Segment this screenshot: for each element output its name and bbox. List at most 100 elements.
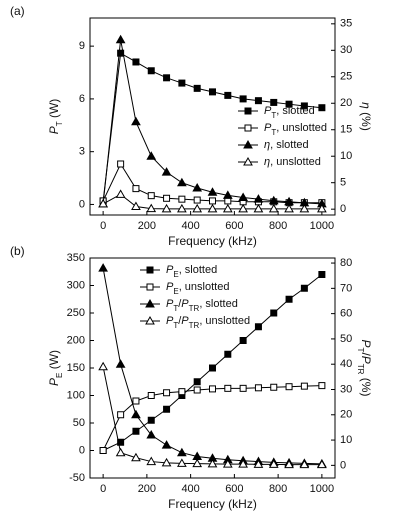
- y-axis-label: PT (W): [47, 99, 63, 135]
- data-point: [98, 198, 108, 208]
- text-part: , slotted: [270, 139, 309, 151]
- data-point: [161, 440, 172, 449]
- data-point: [224, 350, 232, 358]
- text-part: P: [47, 378, 61, 386]
- data-point: [270, 383, 278, 391]
- text-part: P: [359, 340, 373, 348]
- data-point: [300, 382, 308, 390]
- data-point: [209, 364, 216, 372]
- data-point: [147, 67, 155, 75]
- y2-tick-label: 30: [340, 383, 352, 395]
- data-point: [178, 388, 186, 396]
- data-point: [238, 203, 248, 213]
- data-point: [239, 337, 247, 344]
- data-point: [161, 203, 172, 213]
- text-part: T: [173, 304, 178, 313]
- data-point: [192, 182, 203, 192]
- legend-marker: [145, 298, 155, 308]
- data-point: [318, 382, 326, 390]
- y2-tick-label: 15: [340, 124, 352, 136]
- data-point: [115, 359, 126, 368]
- text-part: TR: [356, 364, 365, 375]
- text-part: η: [264, 156, 270, 168]
- y2-tick-label: 50: [340, 333, 352, 345]
- data-point: [268, 459, 279, 468]
- data-point: [147, 392, 155, 399]
- y2-tick-label: 30: [340, 44, 352, 56]
- text-part: P: [181, 315, 189, 327]
- data-point: [318, 271, 326, 278]
- data-point: [177, 458, 187, 467]
- panel-label: (b): [10, 244, 25, 258]
- y-tick-label: 250: [67, 307, 85, 319]
- text-part: T: [356, 348, 365, 353]
- y2-tick-label: 35: [340, 18, 352, 30]
- x-tick-label: 200: [138, 483, 156, 495]
- data-point: [224, 384, 232, 392]
- data-point: [131, 452, 141, 462]
- x-tick-label: 400: [181, 483, 199, 495]
- text-part: TR: [189, 321, 200, 330]
- data-point: [238, 459, 248, 468]
- text-part: P: [264, 105, 272, 117]
- plot-frame: [89, 17, 336, 216]
- data-point: [132, 397, 140, 405]
- data-point: [318, 104, 326, 112]
- text-part: P: [166, 281, 174, 293]
- x-tick-label: 200: [138, 220, 156, 232]
- y2-tick-label: 10: [340, 150, 352, 162]
- data-point: [163, 405, 171, 413]
- text-part: E: [55, 373, 64, 378]
- y2-tick-label: 40: [340, 358, 352, 370]
- data-point: [117, 160, 125, 168]
- x-tick-label: 1000: [310, 483, 334, 495]
- y-tick-label: 300: [67, 279, 85, 291]
- y2-tick-label: 0: [340, 203, 346, 215]
- legend-label: PT/PTR, unslotted: [166, 315, 250, 330]
- data-point: [146, 456, 157, 466]
- data-point: [177, 447, 187, 457]
- data-point: [209, 88, 216, 96]
- data-point: [253, 203, 264, 213]
- y-tick-label: -50: [69, 472, 85, 484]
- data-point: [146, 203, 157, 213]
- data-point: [268, 195, 279, 205]
- legend-label: PT/PTR, slotted: [166, 298, 238, 313]
- data-point: [147, 192, 155, 200]
- y2-tick-label: 70: [340, 282, 352, 294]
- data-point: [177, 203, 187, 213]
- y2-tick-label: 5: [340, 177, 346, 189]
- data-point: [239, 95, 247, 103]
- data-point: [178, 195, 186, 203]
- y2-axis-label: PT/PTR (%): [356, 340, 372, 397]
- x-tick-label: 0: [100, 483, 106, 495]
- data-point: [163, 389, 171, 397]
- text-part: , slotted: [179, 264, 218, 276]
- data-point: [222, 190, 233, 199]
- legend-marker: [145, 315, 155, 325]
- x-axis-label: Frequency (kHz): [168, 497, 257, 511]
- x-tick-label: 600: [225, 220, 243, 232]
- data-point: [317, 203, 327, 213]
- legend-label: η, slotted: [264, 139, 309, 151]
- data-point: [146, 430, 157, 439]
- data-point: [209, 197, 216, 205]
- text-part: T: [55, 121, 64, 126]
- data-point: [177, 177, 187, 187]
- legend-label: PT, slotted: [264, 105, 315, 120]
- text-part: P: [181, 298, 189, 310]
- legend-marker: [146, 283, 154, 291]
- data-point: [115, 34, 126, 44]
- x-axis-label: Frequency (kHz): [168, 234, 257, 248]
- y-tick-label: 9: [79, 40, 85, 52]
- text-part: η: [264, 139, 270, 151]
- data-point: [163, 194, 171, 202]
- y-tick-label: 200: [67, 334, 85, 346]
- legend-marker: [244, 124, 252, 132]
- text-part: (%): [359, 374, 373, 396]
- data-point: [193, 196, 201, 204]
- legend-label: η, unslotted: [264, 156, 321, 168]
- text-part: P: [166, 264, 174, 276]
- data-point: [131, 409, 141, 419]
- data-point: [192, 458, 203, 468]
